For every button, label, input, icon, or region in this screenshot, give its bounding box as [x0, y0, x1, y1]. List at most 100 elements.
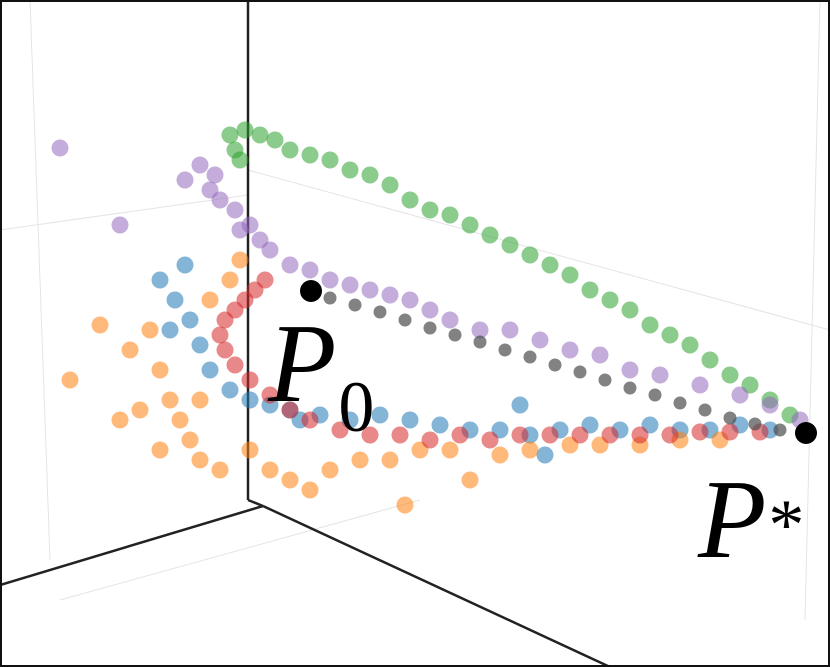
- point: [181, 311, 199, 329]
- point: [371, 406, 389, 424]
- point: [673, 396, 687, 410]
- point: [151, 271, 169, 289]
- point: [601, 426, 619, 444]
- point: [501, 321, 519, 339]
- point: [698, 403, 712, 417]
- point: [321, 151, 339, 169]
- pane-grid: [29, 0, 51, 561]
- point: [241, 371, 259, 389]
- point: [351, 451, 369, 469]
- point: [211, 461, 229, 479]
- point: [191, 336, 209, 354]
- point: [241, 441, 259, 459]
- point: [261, 461, 279, 479]
- point: [421, 301, 439, 319]
- point: [461, 216, 479, 234]
- point: [441, 311, 459, 329]
- point: [548, 358, 562, 372]
- point: [541, 426, 559, 444]
- point: [261, 241, 279, 259]
- point: [331, 421, 349, 439]
- point: [111, 411, 129, 429]
- point: [251, 126, 269, 144]
- point: [221, 126, 239, 144]
- point: [301, 411, 319, 429]
- series: [323, 291, 787, 437]
- point: [591, 346, 609, 364]
- point: [761, 396, 779, 414]
- point: [361, 166, 379, 184]
- point: [481, 431, 499, 449]
- point: [61, 371, 79, 389]
- point: [421, 431, 439, 449]
- point: [561, 341, 579, 359]
- point: [396, 496, 414, 514]
- point: [451, 426, 469, 444]
- point: [521, 441, 539, 459]
- annotation-subscript: 0: [338, 367, 374, 447]
- point: [631, 426, 649, 444]
- point: [166, 291, 184, 309]
- point: [381, 451, 399, 469]
- point: [401, 291, 419, 309]
- point: [281, 471, 299, 489]
- point: [131, 401, 149, 419]
- point: [523, 350, 537, 364]
- point: [381, 176, 399, 194]
- point: [441, 441, 459, 459]
- point: [421, 201, 439, 219]
- series: [221, 121, 799, 424]
- point: [721, 423, 739, 441]
- series: [51, 139, 809, 429]
- point: [511, 396, 529, 414]
- pane-grid: [59, 499, 421, 601]
- point: [473, 335, 487, 349]
- point: [301, 146, 319, 164]
- annotation: P0: [267, 302, 374, 447]
- point: [301, 261, 319, 279]
- point: [561, 266, 579, 284]
- point: [216, 311, 234, 329]
- point: [623, 381, 637, 395]
- point: [206, 166, 224, 184]
- pane-grid: [247, 169, 830, 331]
- point: [401, 411, 419, 429]
- point: [221, 271, 239, 289]
- annotation-text: P: [697, 458, 766, 582]
- pane-edge: [247, 498, 264, 508]
- annotation-text: P: [267, 302, 336, 426]
- point: [381, 286, 399, 304]
- point: [691, 376, 709, 394]
- point: [601, 291, 619, 309]
- point: [536, 446, 554, 464]
- point: [391, 426, 409, 444]
- pane-edge: [0, 504, 264, 587]
- point: [748, 417, 762, 431]
- point: [348, 298, 362, 312]
- point: [661, 426, 679, 444]
- point: [211, 326, 229, 344]
- point: [171, 411, 189, 429]
- anchor-point: [300, 280, 322, 302]
- point: [181, 431, 199, 449]
- point: [373, 305, 387, 319]
- point: [211, 191, 229, 209]
- point: [681, 336, 699, 354]
- point: [341, 276, 359, 294]
- point: [261, 386, 279, 404]
- pane-grid: [804, 0, 821, 621]
- point: [731, 386, 749, 404]
- point: [191, 391, 209, 409]
- point: [281, 401, 299, 419]
- point: [641, 316, 659, 334]
- point: [621, 301, 639, 319]
- pane-edge: [262, 504, 611, 667]
- point: [573, 365, 587, 379]
- pane-grid: [0, 194, 249, 231]
- point: [723, 411, 737, 425]
- point: [648, 388, 662, 402]
- point: [423, 321, 437, 335]
- point: [151, 441, 169, 459]
- point: [161, 391, 179, 409]
